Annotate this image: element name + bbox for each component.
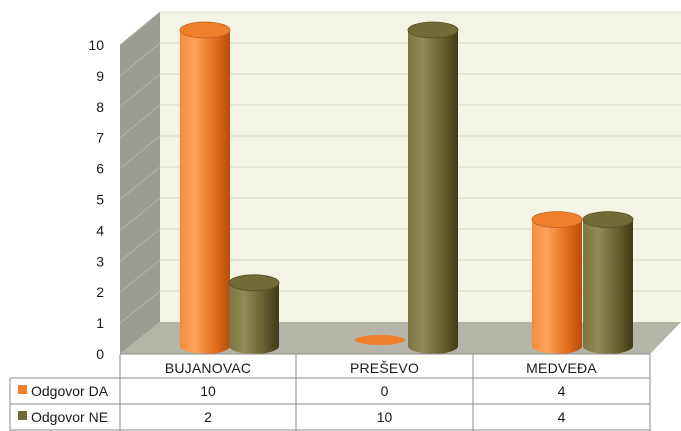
- legend-label: Odgovor NE: [31, 409, 108, 425]
- bar-ne-1: [407, 21, 459, 354]
- side-gridline: [119, 166, 161, 200]
- bar-da-2: [531, 211, 583, 354]
- bar-ne-0: [228, 274, 280, 354]
- x-tick-label: BUJANOVAC: [165, 360, 251, 376]
- x-tick-label: PREŠEVO: [350, 360, 419, 376]
- y-tick-label: 7: [96, 130, 104, 146]
- data-label: 0: [381, 383, 389, 399]
- side-gridline: [119, 104, 161, 139]
- data-label: 10: [200, 383, 216, 399]
- y-tick-label: 0: [96, 346, 104, 362]
- side-gridline: [119, 11, 161, 46]
- bar-da-0: [179, 21, 231, 354]
- y-tick-label: 4: [96, 222, 104, 238]
- data-label: 2: [204, 409, 212, 425]
- data-label: 4: [558, 383, 566, 399]
- side-gridline: [119, 259, 161, 293]
- y-tick-label: 1: [96, 315, 104, 331]
- side-gridline: [119, 228, 161, 262]
- y-tick-label: 9: [96, 68, 104, 84]
- side-gridline: [119, 135, 161, 169]
- y-tick-label: 8: [96, 99, 104, 115]
- legend-label: Odgovor DA: [31, 383, 109, 399]
- bar-da-1: [355, 335, 405, 345]
- side-gridline: [119, 73, 161, 108]
- legend-swatch: [18, 411, 27, 420]
- side-gridline: [119, 197, 161, 231]
- x-tick-label: MEDVEĐA: [526, 360, 597, 376]
- y-tick-label: 10: [88, 37, 104, 53]
- bar-ne-2: [582, 211, 634, 354]
- side-gridline: [119, 290, 161, 324]
- y-tick-label: 5: [96, 192, 104, 208]
- y-tick-label: 2: [96, 284, 104, 300]
- y-tick-label: 6: [96, 161, 104, 177]
- data-label: 10: [377, 409, 393, 425]
- side-gridline: [119, 42, 161, 77]
- data-label: 4: [558, 409, 566, 425]
- y-tick-label: 3: [96, 253, 104, 269]
- legend-swatch: [18, 385, 27, 394]
